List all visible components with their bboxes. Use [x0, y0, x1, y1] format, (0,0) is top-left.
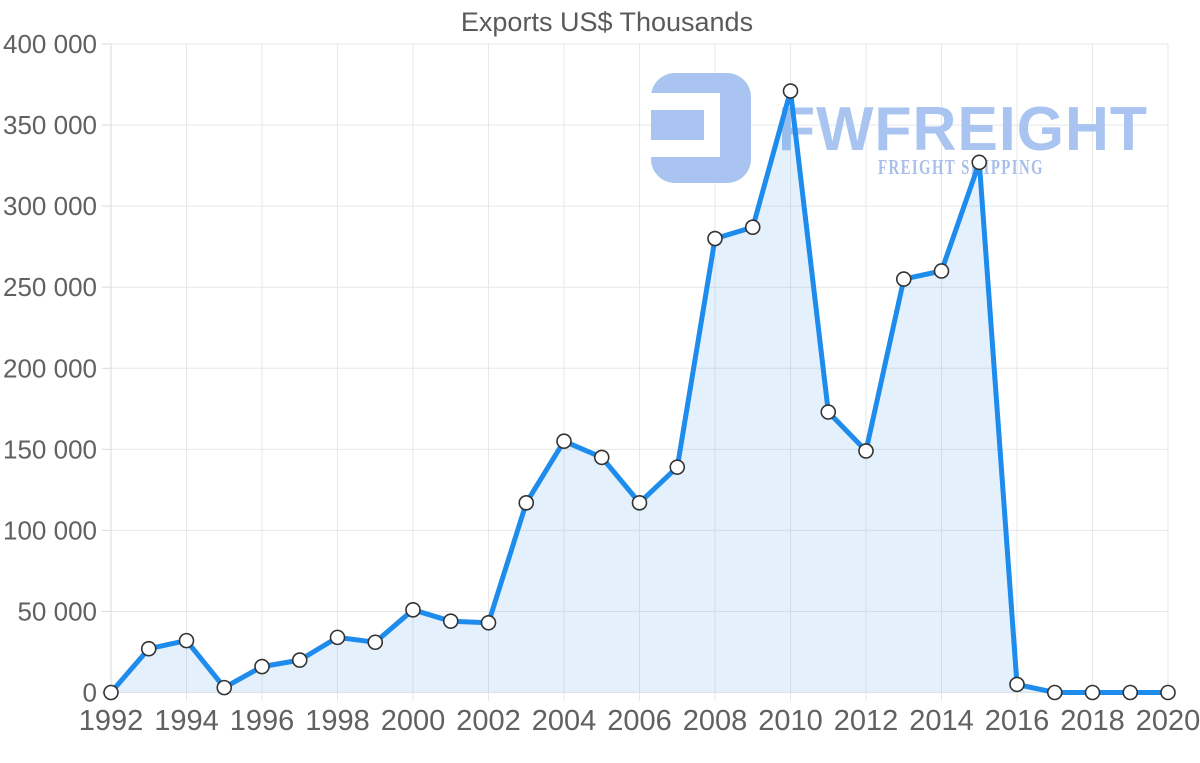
data-point-1993[interactable] [140, 640, 157, 657]
y-tick-label: 200 000 [3, 353, 97, 383]
data-point-2010[interactable] [782, 83, 799, 99]
data-point-2019[interactable] [1122, 684, 1139, 701]
x-tick-label: 1996 [230, 705, 295, 737]
gridlines [102, 43, 1169, 701]
watermark-brand-text: FWFREIGHT [778, 95, 1148, 164]
data-point-2009[interactable] [744, 219, 761, 236]
data-point-1994[interactable] [178, 632, 195, 649]
data-point-2001[interactable] [442, 613, 459, 629]
y-tick-label: 250 000 [3, 272, 97, 302]
data-point-2005[interactable] [593, 449, 610, 466]
x-tick-label: 2010 [758, 705, 823, 737]
data-point-2013[interactable] [895, 271, 912, 287]
data-point-1992[interactable] [103, 684, 119, 701]
y-tick-label: 50 000 [17, 596, 97, 626]
watermark: FWFREIGHT FREIGHT SHIPPING [651, 73, 1148, 183]
data-point-1997[interactable] [291, 652, 308, 668]
axis-labels: 0 50 000 100 000 150 000 200 000 250 000 300 0… [3, 29, 1200, 737]
data-point-2007[interactable] [669, 459, 686, 475]
data-point-2018[interactable] [1084, 684, 1101, 701]
x-tick-label: 1998 [305, 705, 370, 737]
x-tick-label: 2006 [607, 705, 672, 737]
data-point-2015[interactable] [971, 154, 988, 171]
area-fill [111, 91, 1168, 693]
data-point-2020[interactable] [1160, 684, 1176, 701]
x-tick-label: 2020 [1136, 705, 1200, 737]
data-point-1996[interactable] [254, 658, 270, 675]
data-point-1998[interactable] [329, 629, 346, 646]
x-tick-label: 2012 [834, 705, 899, 737]
x-tick-label: 2002 [456, 705, 521, 737]
data-point-2002[interactable] [480, 614, 497, 631]
y-tick-label: 150 000 [3, 434, 97, 464]
x-tick-label: 1994 [154, 705, 219, 737]
watermark-tagline-text: FREIGHT SHIPPING [878, 155, 1044, 179]
data-point-2008[interactable] [707, 230, 723, 247]
x-tick-label: 2008 [683, 705, 748, 737]
data-point-2017[interactable] [1046, 684, 1063, 701]
y-tick-label: 400 000 [3, 29, 97, 59]
data-point-2000[interactable] [405, 602, 421, 618]
chart-title: Exports US$ Thousands [461, 7, 753, 37]
x-tick-label: 2016 [985, 705, 1050, 737]
x-tick-label: 2014 [909, 705, 974, 737]
data-point-2006[interactable] [631, 495, 648, 511]
data-series [103, 83, 1176, 701]
x-tick-label: 2000 [381, 705, 446, 737]
data-point-2012[interactable] [858, 443, 874, 459]
data-point-2016[interactable] [1009, 676, 1025, 693]
data-point-2004[interactable] [556, 433, 572, 450]
x-tick-label: 2004 [532, 705, 597, 737]
y-tick-label: 300 000 [3, 191, 97, 221]
x-tick-label: 2018 [1060, 705, 1125, 737]
data-point-1999[interactable] [367, 634, 384, 651]
data-point-2011[interactable] [820, 404, 837, 420]
y-tick-label: 0 [83, 678, 97, 708]
fwfreight-logo-icon [651, 73, 751, 183]
x-tick-label: 1992 [79, 705, 144, 737]
data-point-1995[interactable] [216, 679, 233, 696]
y-tick-label: 100 000 [3, 515, 97, 545]
y-tick-label: 350 000 [3, 110, 97, 140]
data-point-2014[interactable] [933, 263, 950, 279]
data-point-2003[interactable] [518, 495, 535, 511]
